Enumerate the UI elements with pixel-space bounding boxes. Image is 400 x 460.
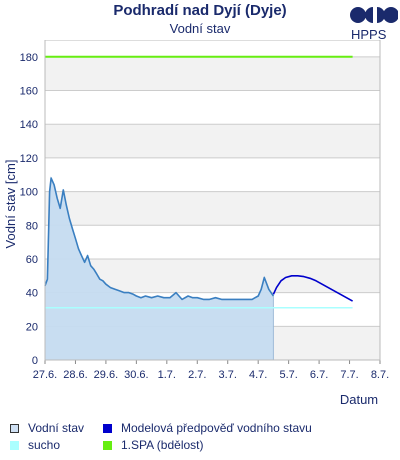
- y-tick-label: 160: [20, 86, 38, 98]
- legend-label-observed: Vodní stav: [28, 421, 85, 435]
- legend-label-spa1: 1.SPA (bdělost): [121, 438, 204, 452]
- y-tick-label: 140: [20, 119, 38, 131]
- water-level-chart: 0 20 40 60 80 100 120 140 160 180 27.6. 28.6. 29.6.…: [3, 40, 389, 407]
- forecast-line: [272, 274, 353, 302]
- x-axis-label: Datum: [340, 392, 378, 407]
- x-tick-label: 4.7.: [249, 369, 267, 381]
- legend-label-drought: sucho: [28, 438, 61, 452]
- x-axis-ticks: 27.6. 28.6. 29.6. 30.6. 1.7. 2.7. 3.7. 4.7. 5.7.…: [33, 369, 389, 381]
- y-tick-label: 40: [26, 288, 38, 300]
- legend-item-drought[interactable]: sucho: [10, 438, 100, 454]
- y-tick-label: 120: [20, 153, 38, 165]
- logo-text: HPPS: [351, 27, 387, 42]
- plot-axes: [44, 40, 381, 364]
- y-tick-label: 180: [20, 52, 38, 64]
- y-axis-label: Vodní stav [cm]: [3, 160, 18, 249]
- legend-swatch-forecast: [103, 424, 112, 433]
- legend-label-forecast: Modelová předpověď vodního stavu: [121, 421, 312, 435]
- y-axis-ticks: 0 20 40 60 80 100 120 140 160 180: [20, 52, 38, 367]
- x-tick-label: 7.7.: [340, 369, 358, 381]
- observed-line: [44, 177, 275, 301]
- legend-swatch-spa1: [103, 441, 112, 450]
- plot-series: [44, 55, 353, 361]
- legend-swatch-drought: [10, 441, 19, 450]
- legend-item-observed[interactable]: Vodní stav: [10, 421, 130, 437]
- y-tick-label: 80: [26, 220, 38, 232]
- x-tick-label: 28.6.: [63, 369, 87, 381]
- legend-swatch-observed: [10, 424, 19, 433]
- y-tick-label: 100: [20, 187, 38, 199]
- background-band: [45, 191, 380, 226]
- legend-item-forecast[interactable]: Modelová předpověď vodního stavu: [103, 421, 393, 437]
- y-tick-label: 0: [32, 355, 38, 367]
- background-band: [45, 56, 380, 91]
- x-tick-label: 5.7.: [279, 369, 297, 381]
- y-tick-label: 20: [26, 321, 38, 333]
- x-tick-label: 30.6.: [124, 369, 148, 381]
- x-tick-label: 3.7.: [219, 369, 237, 381]
- x-tick-label: 29.6.: [94, 369, 118, 381]
- hpps-logo-icon: [350, 7, 398, 23]
- x-tick-label: 27.6.: [33, 369, 57, 381]
- chart-title: Podhradí nad Dyjí (Dyje): [113, 2, 287, 19]
- y-tick-label: 60: [26, 254, 38, 266]
- x-tick-label: 6.7.: [310, 369, 328, 381]
- chart-subtitle: Vodní stav: [169, 21, 231, 36]
- legend-item-spa1[interactable]: 1.SPA (bdělost): [103, 438, 253, 454]
- x-tick-label: 8.7.: [371, 369, 389, 381]
- hpps-logo: HPPS: [348, 6, 398, 42]
- plot-frame: [44, 40, 381, 361]
- x-tick-label: 1.7.: [158, 369, 176, 381]
- x-tick-label: 2.7.: [188, 369, 206, 381]
- background-band: [45, 124, 380, 158]
